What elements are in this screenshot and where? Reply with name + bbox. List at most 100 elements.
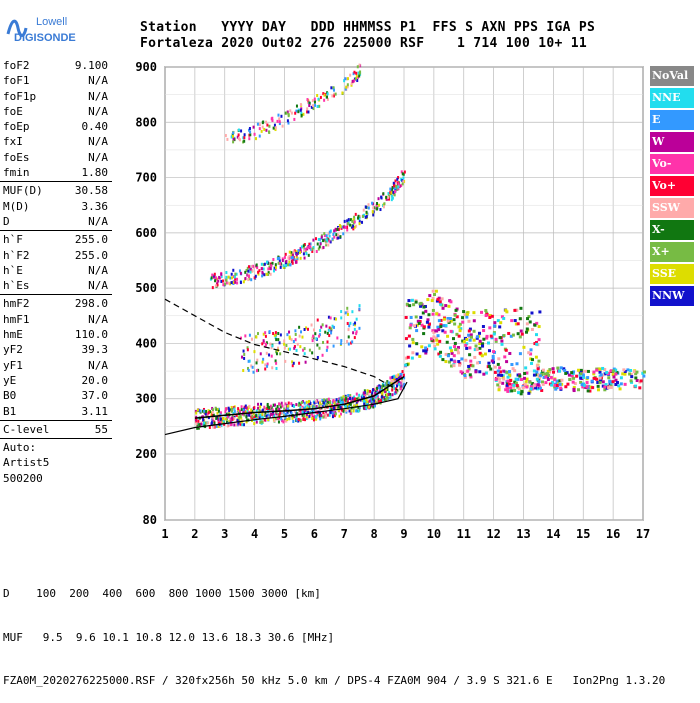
- echo-point: [572, 385, 576, 389]
- echo-point: [332, 88, 335, 92]
- echo-point: [518, 317, 522, 321]
- echo-point: [266, 364, 269, 368]
- echo-point: [204, 421, 207, 425]
- echo-point: [403, 376, 406, 380]
- echo-point: [404, 356, 408, 360]
- echo-point: [203, 409, 206, 413]
- echo-point: [237, 407, 240, 411]
- echo-point: [285, 264, 288, 268]
- echo-point: [570, 371, 574, 375]
- echo-point: [258, 127, 261, 131]
- echo-point: [572, 370, 576, 374]
- echo-point: [573, 382, 577, 386]
- echo-point: [328, 230, 331, 234]
- echo-point: [547, 373, 551, 377]
- echo-point: [273, 333, 276, 337]
- echo-point: [511, 333, 515, 337]
- echo-point: [403, 382, 406, 386]
- echo-point: [317, 247, 320, 251]
- f2-trace-line: [194, 375, 405, 419]
- echo-point: [278, 256, 281, 260]
- echo-point: [357, 409, 360, 413]
- param-label: foF1p: [3, 89, 37, 103]
- echo-point: [473, 355, 477, 359]
- echo-point: [273, 123, 276, 127]
- echo-point: [629, 379, 633, 383]
- echo-point: [218, 421, 221, 425]
- echo-point: [399, 372, 402, 376]
- echo-point: [199, 409, 202, 413]
- echo-point: [453, 313, 457, 317]
- echo-point: [244, 270, 247, 274]
- echo-point: [642, 370, 646, 374]
- echo-point: [295, 403, 298, 407]
- echo-point: [305, 400, 308, 404]
- echo-point: [256, 332, 259, 336]
- echo-point: [316, 413, 319, 417]
- echo-point: [369, 389, 372, 393]
- echo-point: [469, 333, 473, 337]
- echo-point: [399, 375, 402, 379]
- echo-point: [320, 325, 323, 329]
- echo-point: [415, 342, 419, 346]
- echo-point: [234, 272, 237, 276]
- echo-point: [243, 352, 246, 356]
- echo-point: [195, 422, 198, 426]
- echo-point: [257, 406, 260, 410]
- echo-point: [265, 351, 268, 355]
- echo-point: [276, 119, 279, 123]
- echo-point: [449, 364, 453, 368]
- echo-point: [517, 387, 521, 391]
- param-value: 298.0: [74, 297, 108, 311]
- echo-point: [284, 419, 287, 423]
- echo-point: [240, 405, 243, 409]
- echo-point: [354, 321, 357, 325]
- echo-point: [287, 347, 290, 351]
- echo-point: [541, 368, 545, 372]
- echo-point: [604, 383, 608, 387]
- echo-point: [235, 413, 238, 417]
- echo-point: [357, 75, 360, 79]
- echo-point: [393, 184, 396, 188]
- echo-point: [219, 276, 222, 280]
- echo-point: [275, 338, 278, 342]
- param-row: fxI N/A: [0, 134, 112, 149]
- echo-point: [444, 360, 448, 364]
- echo-point: [397, 182, 400, 186]
- echo-point: [300, 111, 303, 115]
- echo-point: [262, 332, 265, 336]
- echo-point: [419, 315, 423, 319]
- echo-point: [205, 421, 208, 425]
- echo-point: [351, 340, 354, 344]
- echo-point: [343, 219, 346, 223]
- echo-point: [355, 330, 358, 334]
- echo-point: [587, 384, 591, 388]
- echo-point: [225, 281, 228, 285]
- echo-point: [374, 387, 377, 391]
- echo-point: [332, 325, 335, 329]
- echo-point: [270, 346, 273, 350]
- echo-point: [289, 263, 292, 267]
- echo-point: [394, 387, 397, 391]
- echo-point: [510, 389, 514, 393]
- echo-point: [402, 373, 405, 377]
- echo-point: [409, 323, 413, 327]
- echo-point: [535, 321, 539, 325]
- echo-point: [330, 327, 333, 331]
- echo-point: [554, 387, 558, 391]
- echo-point: [482, 372, 486, 376]
- echo-point: [319, 414, 322, 418]
- echo-point: [331, 237, 334, 241]
- echo-point: [357, 71, 360, 75]
- echo-point: [392, 181, 395, 185]
- echo-point: [395, 374, 398, 378]
- echo-point: [304, 405, 307, 409]
- echo-point: [461, 320, 465, 324]
- echo-point: [293, 409, 296, 413]
- echo-point: [306, 246, 309, 250]
- echo-point: [327, 315, 330, 319]
- echo-point: [518, 352, 522, 356]
- echo-point: [256, 122, 259, 126]
- echo-point: [461, 316, 465, 320]
- echo-point: [322, 401, 325, 405]
